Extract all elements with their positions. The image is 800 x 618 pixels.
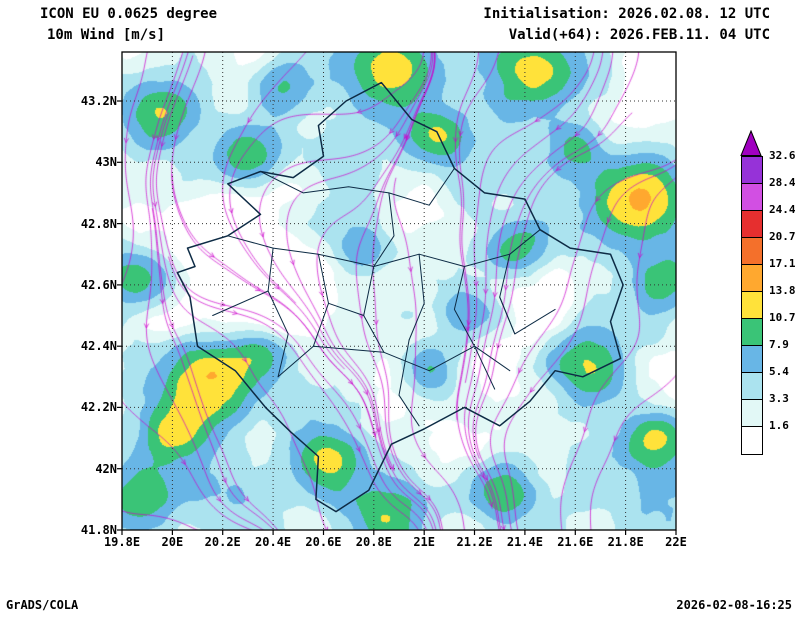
lat-tick-label: 42.6N: [80, 277, 117, 292]
colorbar-tick-label: 32.6: [769, 149, 796, 162]
colorbar-tick-label: 13.8: [769, 284, 796, 297]
colorbar-segment: [742, 346, 762, 373]
colorbar-segment: [742, 400, 762, 427]
colorbar-tick-label: 1.6: [769, 419, 789, 432]
lon-tick-label: 21.6E: [557, 535, 594, 549]
lon-tick-label: 20.8E: [355, 535, 392, 549]
colorbar-segment: [742, 427, 762, 454]
lon-tick-label: 20.2E: [204, 535, 241, 549]
colorbar-tick-label: 17.1: [769, 257, 796, 270]
lon-tick-label: 21E: [413, 535, 436, 549]
lon-tick-label: 20E: [161, 535, 184, 549]
lat-tick-label: 42.4N: [80, 339, 117, 354]
colorbar-segment: [742, 373, 762, 400]
colorbar-tick-label: 28.4: [769, 176, 796, 189]
lon-tick-label: 20.6E: [305, 535, 342, 549]
lat-tick-label: 43.2N: [80, 94, 117, 109]
creation-timestamp: 2026-02-08-16:25: [676, 598, 792, 612]
colorbar-tick-label: 10.7: [769, 311, 796, 324]
colorbar-segment: [742, 319, 762, 346]
lat-tick-label: 41.8N: [80, 523, 117, 537]
colorbar-tick-label: 7.9: [769, 338, 789, 351]
field-title: 10m Wind [m/s]: [47, 27, 166, 43]
colorbar-segment: [742, 211, 762, 238]
colorbar-segment: [742, 184, 762, 211]
colorbar-segment: [742, 238, 762, 265]
lon-tick-label: 19.8E: [103, 535, 141, 549]
lat-tick-label: 43N: [95, 155, 117, 170]
lat-tick-label: 42.2N: [80, 400, 117, 415]
colorbar-segment: [742, 157, 762, 184]
wind-field-map: [122, 52, 676, 530]
valid-time: Valid(+64): 2026.FEB.11. 04 UTC: [508, 27, 770, 43]
colorbar-overflow-arrow: [740, 130, 762, 156]
lon-tick-label: 21.2E: [456, 535, 493, 549]
colorbar-segment: [742, 265, 762, 292]
colorbar: 32.6 28.4 24.4 20.7 17.1 13.8 10.7 7.9 5.4 3.3 1.6: [740, 130, 800, 466]
colorbar-tick-label: 24.4: [769, 203, 796, 216]
lat-tick-label: 42N: [95, 461, 117, 476]
colorbar-tick-label: 5.4: [769, 365, 789, 378]
colorbar-segment: [742, 292, 762, 319]
lon-tick-label: 21.8E: [607, 535, 644, 549]
colorbar-tick-label: 20.7: [769, 230, 796, 243]
grads-credit: GrADS/COLA: [6, 598, 79, 612]
model-title: ICON EU 0.0625 degree: [40, 6, 218, 22]
initialisation-time: Initialisation: 2026.02.08. 12 UTC: [483, 6, 770, 22]
lon-tick-label: 22E: [665, 535, 687, 549]
colorbar-tick-label: 3.3: [769, 392, 789, 405]
colorbar-scale: [741, 156, 763, 455]
lat-tick-label: 42.8N: [80, 216, 117, 231]
lon-tick-label: 20.4E: [255, 535, 292, 549]
lon-tick-label: 21.4E: [506, 535, 543, 549]
